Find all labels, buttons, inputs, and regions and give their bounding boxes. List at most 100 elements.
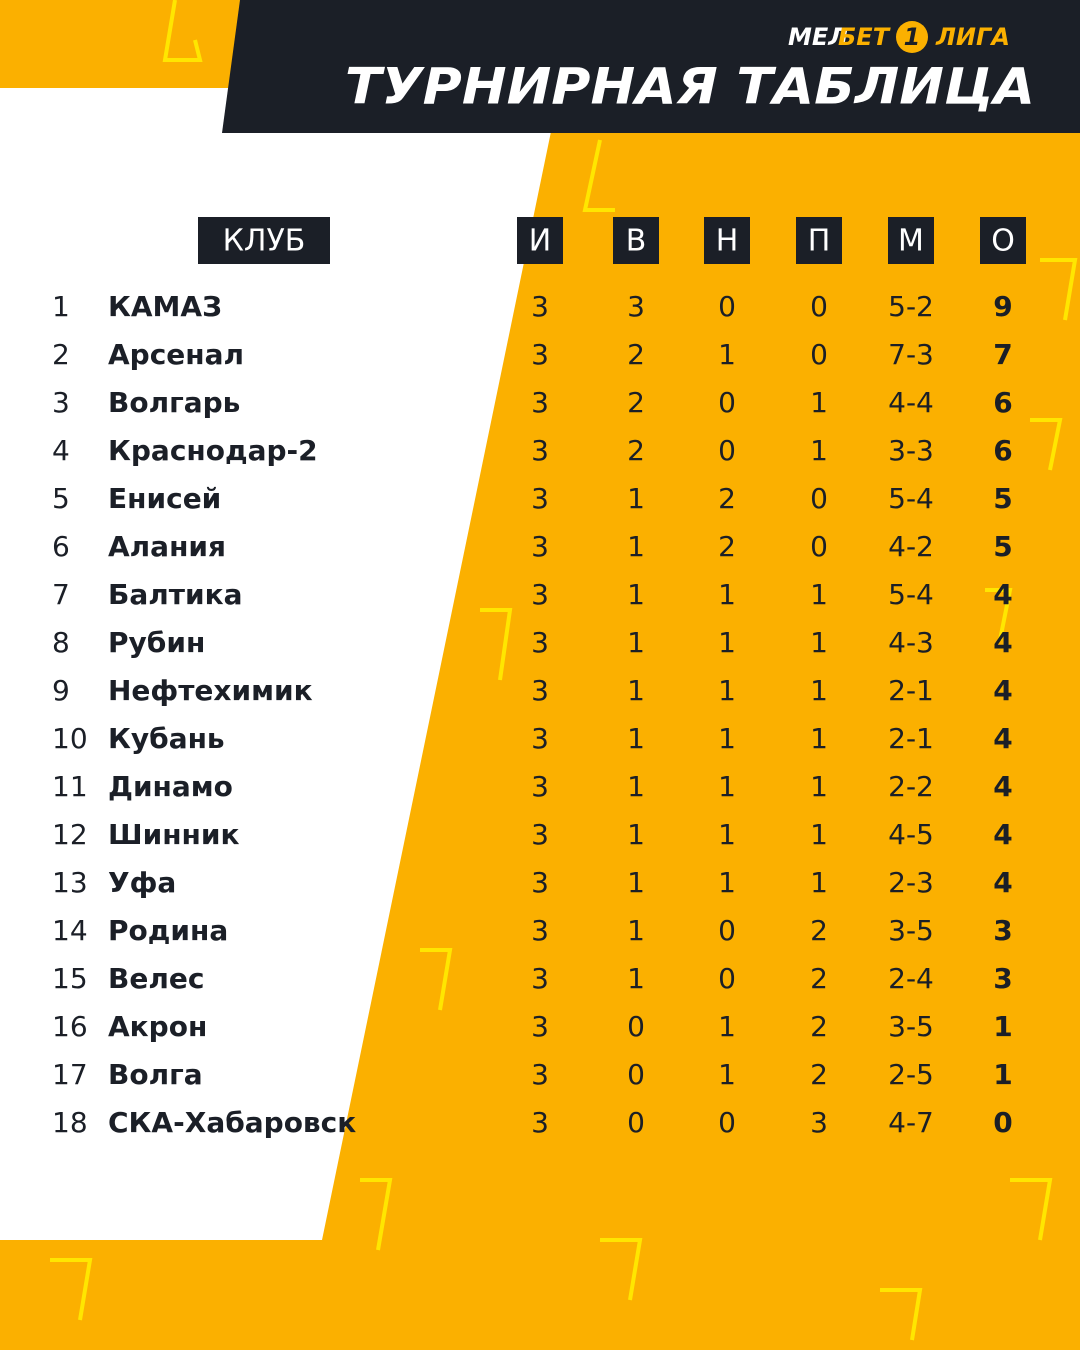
stat: 3 bbox=[531, 626, 549, 659]
stat: 1 bbox=[627, 578, 645, 611]
stat: 0 bbox=[810, 482, 828, 515]
club-name: Енисей bbox=[108, 482, 221, 515]
stat: 1 bbox=[810, 578, 828, 611]
column-header-box bbox=[980, 217, 1026, 264]
stat: 0 bbox=[627, 1058, 645, 1091]
stat: 0 bbox=[718, 962, 736, 995]
stat: 2-1 bbox=[888, 722, 934, 755]
stat: 0 bbox=[810, 290, 828, 323]
stat: 2 bbox=[810, 1010, 828, 1043]
column-header: М bbox=[898, 224, 924, 259]
stat: 0 bbox=[810, 530, 828, 563]
stat: 1 bbox=[627, 482, 645, 515]
stat: 1 bbox=[810, 434, 828, 467]
stat: 0 bbox=[718, 434, 736, 467]
stat: 3 bbox=[531, 482, 549, 515]
stat: 2-1 bbox=[888, 674, 934, 707]
column-header-box bbox=[796, 217, 842, 264]
position: 9 bbox=[52, 674, 70, 707]
points: 4 bbox=[993, 818, 1012, 851]
stat: 3 bbox=[531, 338, 549, 371]
position: 8 bbox=[52, 626, 70, 659]
stat: 0 bbox=[718, 290, 736, 323]
position: 11 bbox=[52, 770, 88, 803]
stat: 1 bbox=[718, 578, 736, 611]
club-name: Волга bbox=[108, 1058, 203, 1091]
stat: 1 bbox=[810, 818, 828, 851]
stat: 3 bbox=[531, 770, 549, 803]
stat: 2-4 bbox=[888, 962, 934, 995]
points: 1 bbox=[993, 1010, 1012, 1043]
logo-bet: БЕТ bbox=[838, 23, 891, 51]
column-header: Н bbox=[716, 224, 739, 259]
club-name: Шинник bbox=[108, 818, 240, 851]
position: 7 bbox=[52, 578, 70, 611]
club-name: Алания bbox=[108, 530, 226, 563]
stat: 2 bbox=[810, 962, 828, 995]
stat: 3 bbox=[531, 1106, 549, 1139]
stat: 1 bbox=[718, 674, 736, 707]
stat: 3 bbox=[531, 674, 549, 707]
points: 4 bbox=[993, 674, 1012, 707]
stat: 3 bbox=[531, 914, 549, 947]
points: 4 bbox=[993, 770, 1012, 803]
stat: 1 bbox=[627, 914, 645, 947]
points: 3 bbox=[993, 914, 1012, 947]
stat: 1 bbox=[627, 962, 645, 995]
stat: 3 bbox=[531, 818, 549, 851]
club-name: СКА-Хабаровск bbox=[108, 1106, 356, 1139]
stat: 2 bbox=[810, 914, 828, 947]
club-name: Родина bbox=[108, 914, 228, 947]
stat: 3 bbox=[627, 290, 645, 323]
logo-number: 1 bbox=[904, 23, 921, 51]
stat: 0 bbox=[627, 1106, 645, 1139]
stat: 1 bbox=[627, 626, 645, 659]
column-header-box bbox=[517, 217, 563, 264]
stat: 4-7 bbox=[888, 1106, 934, 1139]
stat: 1 bbox=[627, 866, 645, 899]
club-name: Нефтехимик bbox=[108, 674, 313, 707]
stat: 3 bbox=[531, 962, 549, 995]
stat: 2 bbox=[627, 386, 645, 419]
stat: 1 bbox=[718, 338, 736, 371]
points: 4 bbox=[993, 626, 1012, 659]
stat: 3-5 bbox=[888, 1010, 934, 1043]
stat: 3 bbox=[531, 434, 549, 467]
stat: 0 bbox=[718, 386, 736, 419]
stat: 1 bbox=[627, 770, 645, 803]
position: 5 bbox=[52, 482, 70, 515]
stat: 3 bbox=[531, 1058, 549, 1091]
stat: 1 bbox=[810, 626, 828, 659]
position: 3 bbox=[52, 386, 70, 419]
points: 6 bbox=[993, 386, 1012, 419]
position: 14 bbox=[52, 914, 88, 947]
stat: 1 bbox=[718, 818, 736, 851]
stat: 2 bbox=[718, 530, 736, 563]
points: 0 bbox=[993, 1106, 1012, 1139]
stat: 1 bbox=[810, 722, 828, 755]
points: 3 bbox=[993, 962, 1012, 995]
stat: 2-2 bbox=[888, 770, 934, 803]
points: 4 bbox=[993, 722, 1012, 755]
column-header: О bbox=[991, 224, 1015, 259]
logo-circle bbox=[896, 21, 928, 53]
stat: 1 bbox=[718, 866, 736, 899]
stat: 1 bbox=[627, 674, 645, 707]
stat: 4-3 bbox=[888, 626, 934, 659]
stat: 1 bbox=[718, 1010, 736, 1043]
stat: 4-5 bbox=[888, 818, 934, 851]
column-header-box bbox=[704, 217, 750, 264]
stat: 3 bbox=[810, 1106, 828, 1139]
stat: 1 bbox=[718, 1058, 736, 1091]
stat: 3 bbox=[531, 1010, 549, 1043]
stat: 3 bbox=[531, 530, 549, 563]
stat: 3 bbox=[531, 386, 549, 419]
column-header: КЛУБ bbox=[223, 224, 306, 259]
position: 16 bbox=[52, 1010, 88, 1043]
logo-liga: ЛИГА bbox=[935, 23, 1010, 51]
stat: 1 bbox=[810, 770, 828, 803]
points: 5 bbox=[993, 482, 1012, 515]
table-panel bbox=[0, 88, 560, 1240]
club-name: Волгарь bbox=[108, 386, 240, 419]
stat: 2 bbox=[718, 482, 736, 515]
